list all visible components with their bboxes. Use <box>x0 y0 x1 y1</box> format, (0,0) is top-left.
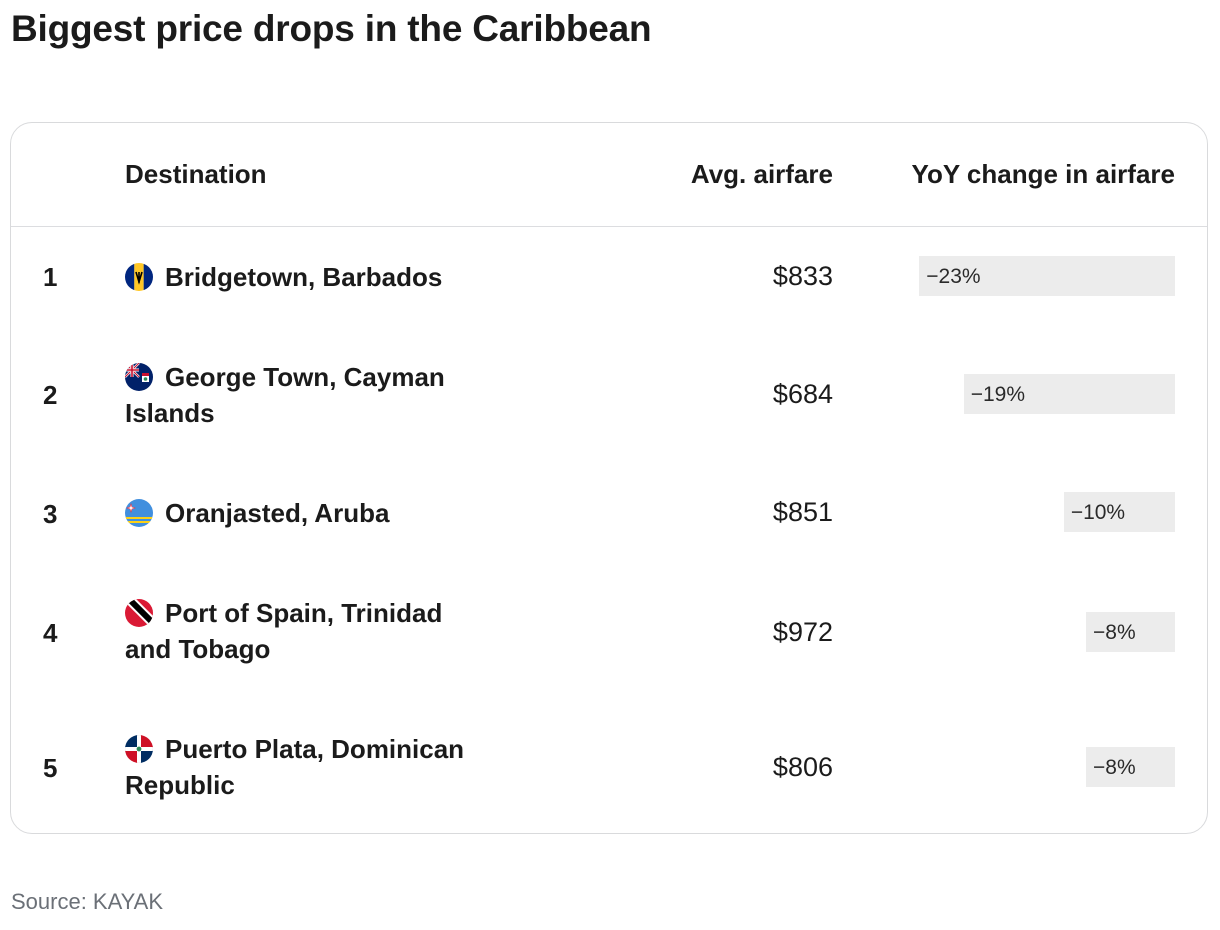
yoy-bar-track: −8% <box>897 612 1175 652</box>
yoy-bar: −8% <box>1086 747 1175 787</box>
destination-name: Bridgetown, Barbados <box>165 262 443 292</box>
rank-cell: 5 <box>43 753 58 783</box>
airfare-cell: $833 <box>772 261 833 291</box>
rank-cell: 3 <box>43 499 58 529</box>
table-row: 2 George Town, Cayman Islands $684 −19% <box>11 328 1207 462</box>
destination-cell: Bridgetown, Barbados <box>125 259 495 295</box>
cayman-islands-flag-icon <box>125 363 153 391</box>
airfare-cell: $684 <box>772 379 833 409</box>
yoy-change-header: YoY change in airfare <box>911 159 1175 189</box>
yoy-label: −8% <box>1093 621 1136 644</box>
table-row: 5 Puerto Plata, Dominican Republic $806 … <box>11 700 1207 833</box>
destination-cell: George Town, Cayman Islands <box>125 359 495 431</box>
airfare-header: Avg. airfare <box>690 159 833 189</box>
destination-name: Oranjasted, Aruba <box>165 498 390 528</box>
barbados-flag-icon <box>125 263 153 291</box>
airfare-cell: $972 <box>772 617 833 647</box>
table-row: 4 Port of Spain, Trinidad and Tobago $97… <box>11 564 1207 700</box>
yoy-bar: −23% <box>919 256 1175 296</box>
destination-cell: Puerto Plata, Dominican Republic <box>125 731 495 803</box>
yoy-label: −8% <box>1093 756 1136 779</box>
destination-cell: Port of Spain, Trinidad and Tobago <box>125 595 495 667</box>
yoy-bar: −8% <box>1086 612 1175 652</box>
yoy-label: −23% <box>926 265 981 288</box>
trinidad-and-tobago-flag-icon <box>125 599 153 627</box>
destination-name: Puerto Plata, Dominican Republic <box>125 734 465 800</box>
airfare-cell: $806 <box>772 752 833 782</box>
yoy-label: −10% <box>1070 501 1126 524</box>
table-header: Destination Avg. airfare YoY change in a… <box>11 123 1207 227</box>
yoy-label: −19% <box>970 383 1026 406</box>
airfare-cell: $851 <box>772 497 833 527</box>
yoy-bar-track: −10% <box>897 492 1175 532</box>
table-row: 3 Oranjasted, Aruba $851 −10% <box>11 462 1207 564</box>
yoy-bar: −10% <box>1063 492 1175 532</box>
yoy-bar-track: −8% <box>897 747 1175 787</box>
rank-cell: 1 <box>43 262 58 292</box>
destination-name: George Town, Cayman Islands <box>125 362 445 428</box>
yoy-bar-track: −19% <box>897 374 1175 414</box>
destination-cell: Oranjasted, Aruba <box>125 495 495 531</box>
dominican-republic-flag-icon <box>125 735 153 763</box>
price-drop-table: Destination Avg. airfare YoY change in a… <box>10 122 1208 834</box>
yoy-bar: −19% <box>963 374 1175 414</box>
table-row: 1 Bridgetown, Barbados $833 −23% <box>11 226 1207 328</box>
source-note: Source: KAYAK <box>11 889 164 914</box>
yoy-bar-track: −23% <box>897 256 1175 296</box>
rank-cell: 4 <box>43 618 58 648</box>
rank-cell: 2 <box>43 380 58 410</box>
aruba-flag-icon <box>125 499 153 527</box>
destination-name: Port of Spain, Trinidad and Tobago <box>125 598 443 664</box>
page-title: Biggest price drops in the Caribbean <box>11 8 652 49</box>
destination-header: Destination <box>125 159 267 189</box>
